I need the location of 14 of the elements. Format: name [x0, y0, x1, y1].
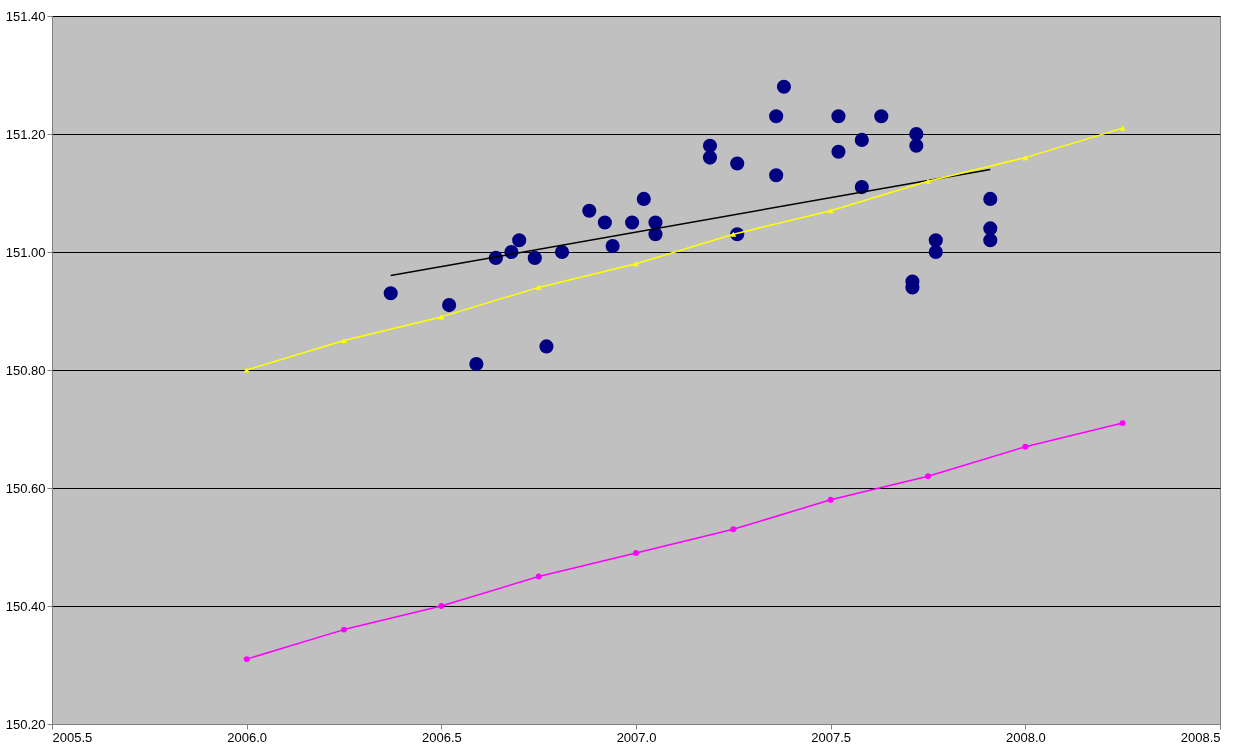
y-tick-label: 150.80: [5, 362, 46, 378]
x-tick-label: 2007.0: [616, 729, 657, 745]
y-tick-label: 150.20: [5, 716, 46, 732]
x-tick-label: 2008.5: [1180, 729, 1221, 745]
y-tick-label: 151.40: [5, 8, 46, 24]
x-tick-label: 2007.5: [811, 729, 852, 745]
x-tick-label: 2008.0: [1005, 729, 1046, 745]
y-tick-label: 150.60: [5, 480, 46, 496]
x-tick-label: 2005.5: [52, 729, 93, 745]
x-tick-label: 2006.5: [421, 729, 462, 745]
x-tick-label: 2006.0: [227, 729, 268, 745]
y-tick-label: 151.20: [5, 126, 46, 142]
y-tick-label: 151.00: [5, 244, 46, 260]
y-tick-label: 150.40: [5, 598, 46, 614]
